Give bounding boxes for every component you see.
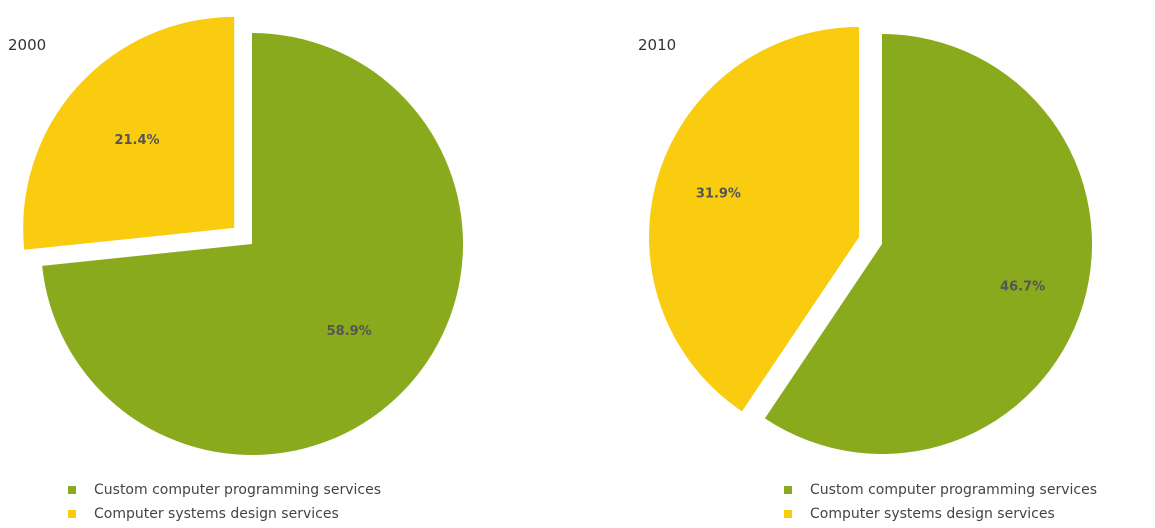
slice-value-label: 46.7% xyxy=(1000,279,1045,294)
pie-slice xyxy=(649,27,860,412)
slice-value-label: 58.9% xyxy=(327,324,372,339)
pie-chart-2000: 2000 58.9% 21.4% Custom computer programm… xyxy=(0,0,560,527)
legend: Custom computer programming services Com… xyxy=(784,480,1097,528)
legend-item-systems-design: Computer systems design services xyxy=(784,504,1097,524)
chart-title: 2010 xyxy=(638,36,677,54)
legend-swatch xyxy=(68,510,76,518)
slice-value-label: 31.9% xyxy=(696,187,741,202)
slice-value-label: 21.4% xyxy=(114,133,159,148)
legend-item-systems-design: Computer systems design services xyxy=(68,504,381,524)
legend-swatch xyxy=(784,486,792,494)
legend: Custom computer programming services Com… xyxy=(68,480,381,528)
legend-item-custom-programming: Custom computer programming services xyxy=(784,480,1097,500)
pie-slice xyxy=(23,16,235,250)
pie-slice xyxy=(764,34,1092,454)
pie-slice xyxy=(42,33,463,455)
legend-label: Computer systems design services xyxy=(94,506,339,522)
legend-item-custom-programming: Custom computer programming services xyxy=(68,480,381,500)
pie-plot: 58.9% 21.4% xyxy=(23,16,463,455)
pie-chart-2010: 2010 46.7% 31.9% Custom computer programm… xyxy=(590,0,1150,527)
legend-swatch xyxy=(784,510,792,518)
chart-title: 2000 xyxy=(8,36,47,54)
legend-label: Computer systems design services xyxy=(810,506,1055,522)
legend-label: Custom computer programming services xyxy=(94,482,381,498)
legend-swatch xyxy=(68,486,76,494)
legend-label: Custom computer programming services xyxy=(810,482,1097,498)
pie-plot: 46.7% 31.9% xyxy=(649,27,1092,454)
